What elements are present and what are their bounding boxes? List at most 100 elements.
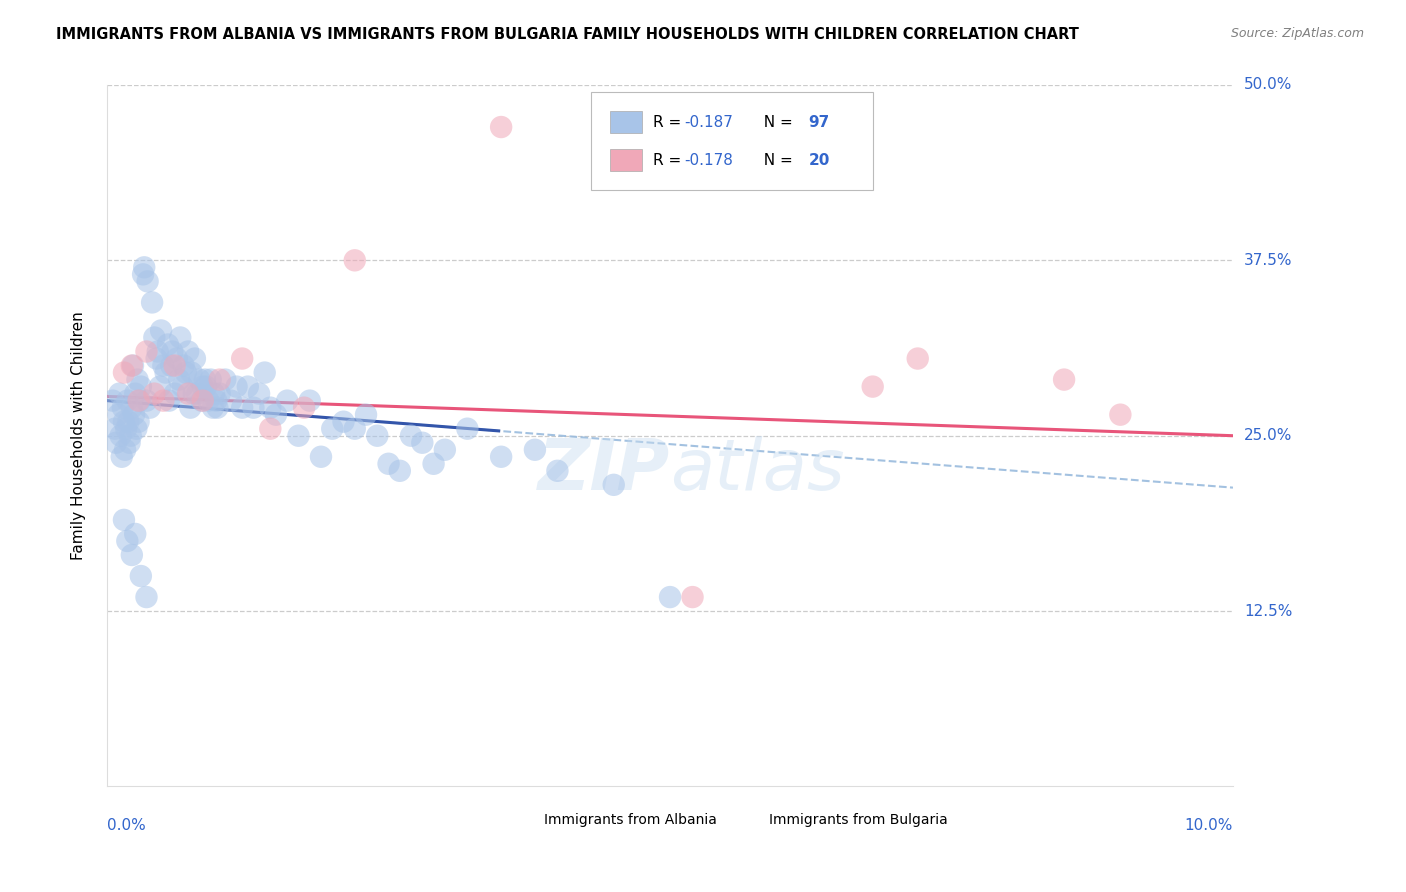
FancyBboxPatch shape: [610, 149, 643, 171]
Point: [128, 393, 150, 408]
Text: IMMIGRANTS FROM ALBANIA VS IMMIGRANTS FROM BULGARIA FAMILY HOUSEHOLDS WITH CHILD: IMMIGRANTS FROM ALBANIA VS IMMIGRANTS FR…: [56, 27, 1080, 42]
Text: 50.0%: 50.0%: [1244, 78, 1292, 93]
Point: [121, 548, 143, 562]
Point: [253, 366, 276, 380]
Point: [101, 393, 124, 408]
Point: [121, 401, 143, 415]
Point: [388, 464, 411, 478]
Point: [1053, 373, 1076, 387]
Point: [152, 393, 174, 408]
Point: [907, 351, 929, 366]
Point: [127, 373, 149, 387]
Point: [108, 386, 131, 401]
Point: [1109, 408, 1132, 422]
Point: [276, 393, 298, 408]
Y-axis label: Family Households with Children: Family Households with Children: [72, 311, 86, 560]
Point: [167, 373, 190, 387]
Point: [111, 450, 134, 464]
Point: [200, 373, 222, 387]
Point: [214, 373, 236, 387]
Point: [197, 393, 219, 408]
Text: 10.0%: 10.0%: [1185, 818, 1233, 833]
Point: [523, 442, 546, 457]
FancyBboxPatch shape: [591, 92, 873, 190]
Point: [110, 428, 132, 442]
Point: [366, 428, 388, 442]
Point: [124, 386, 146, 401]
Text: atlas: atlas: [671, 436, 845, 505]
Point: [177, 386, 200, 401]
Point: [121, 359, 143, 373]
Point: [163, 359, 186, 373]
Point: [135, 393, 157, 408]
Point: [143, 330, 166, 344]
Text: N =: N =: [755, 115, 799, 129]
Text: Immigrants from Bulgaria: Immigrants from Bulgaria: [769, 814, 948, 827]
Point: [399, 428, 422, 442]
Point: [205, 393, 228, 408]
Point: [298, 393, 321, 408]
Point: [173, 359, 195, 373]
Point: [122, 408, 145, 422]
Point: [377, 457, 399, 471]
Point: [163, 386, 186, 401]
Point: [179, 401, 201, 415]
Point: [603, 478, 626, 492]
Point: [111, 401, 134, 415]
Point: [247, 386, 270, 401]
Text: 37.5%: 37.5%: [1244, 252, 1292, 268]
Point: [129, 379, 152, 393]
Point: [332, 415, 354, 429]
Point: [162, 344, 184, 359]
Point: [150, 323, 173, 337]
Point: [659, 590, 682, 604]
Text: 20: 20: [808, 153, 830, 168]
Point: [321, 422, 343, 436]
Point: [157, 393, 180, 408]
Text: 25.0%: 25.0%: [1244, 428, 1292, 443]
Point: [112, 415, 135, 429]
Point: [309, 450, 332, 464]
FancyBboxPatch shape: [610, 111, 643, 133]
Point: [125, 422, 148, 436]
Point: [207, 401, 229, 415]
Point: [136, 274, 159, 288]
Point: [152, 359, 174, 373]
Text: -0.178: -0.178: [685, 153, 734, 168]
Point: [225, 379, 247, 393]
Point: [141, 295, 163, 310]
Point: [118, 435, 141, 450]
Point: [190, 393, 212, 408]
Point: [180, 366, 202, 380]
Point: [188, 373, 211, 387]
Text: 0.0%: 0.0%: [107, 818, 146, 833]
Text: ZIP: ZIP: [537, 436, 671, 505]
Point: [155, 366, 177, 380]
Point: [143, 386, 166, 401]
Point: [122, 359, 145, 373]
Point: [112, 513, 135, 527]
Point: [124, 527, 146, 541]
Point: [183, 386, 205, 401]
Point: [186, 386, 208, 401]
Point: [201, 401, 224, 415]
Point: [135, 344, 157, 359]
Point: [194, 373, 217, 387]
Point: [231, 351, 253, 366]
Point: [411, 435, 433, 450]
Point: [259, 422, 281, 436]
Point: [292, 401, 315, 415]
Point: [104, 422, 127, 436]
Point: [343, 253, 366, 268]
Point: [456, 422, 478, 436]
Point: [682, 590, 704, 604]
Point: [112, 366, 135, 380]
Point: [169, 330, 191, 344]
Point: [433, 442, 456, 457]
Point: [862, 379, 884, 393]
Text: R =: R =: [654, 153, 686, 168]
Point: [422, 457, 444, 471]
Point: [146, 344, 169, 359]
FancyBboxPatch shape: [738, 810, 761, 830]
Point: [172, 379, 194, 393]
